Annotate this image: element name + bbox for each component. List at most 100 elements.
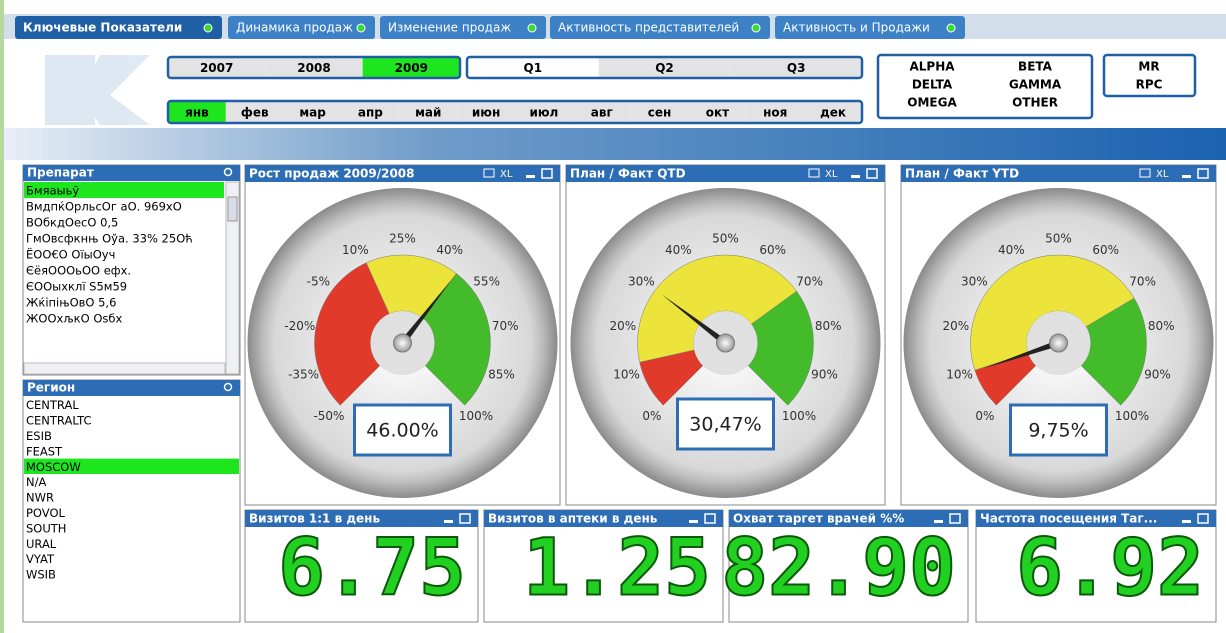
gauge-readout: 46.00% [366,420,438,442]
team-label[interactable]: GAMMA [1009,78,1062,92]
gauge-tick-label: -50% [313,409,344,423]
list-item-label[interactable]: ЖќіпіњОвО 5,6 [26,296,116,310]
export-label[interactable]: XL [500,169,513,180]
gauge-tick-label: 25% [389,232,416,246]
tab-label: Активность представителей [558,21,739,35]
panel-title: Рост продаж 2009/2008 [249,167,415,181]
list-item-label[interactable]: URAL [26,537,57,551]
tab-label: Изменение продаж [388,21,511,35]
list-item[interactable] [24,428,239,443]
quarter-label: Q2 [655,61,674,75]
gauge-tick-label: 40% [998,243,1025,257]
role-label[interactable]: RPC [1136,78,1163,92]
team-label[interactable]: OMEGA [907,96,957,110]
gauge-hub [1050,334,1068,352]
list-item-label[interactable]: FEAST [26,444,63,458]
gauge-tick-label: 0% [642,409,661,423]
gauge-hub [394,334,412,352]
gauge-tick-label: 60% [759,243,786,257]
list-item-label[interactable]: CENTRAL [26,398,79,412]
minimize-icon[interactable] [1182,175,1191,178]
gauge-tick-label: 100% [459,409,493,423]
gauge-tick-label: 40% [665,243,692,257]
minimize-icon[interactable] [851,175,860,178]
tab-indicator [204,24,212,32]
month-label: май [415,106,441,120]
gauge-tick-label: 40% [436,243,463,257]
list-item-label[interactable]: ВОбкдОесО 0,5 [26,216,118,230]
logo [45,55,150,125]
gauge-tick-label: 90% [1144,368,1171,382]
gauge-tick-label: 80% [1148,319,1175,333]
quarter-label: Q3 [787,61,806,75]
month-label: мар [299,106,326,120]
panel-title: План / Факт QTD [570,167,686,181]
gauge-tick-label: 50% [712,232,739,246]
kpi-value: 82.90 [721,523,956,613]
listbox-title: Препарат [27,166,94,180]
month-label: апр [358,106,383,120]
list-item-label[interactable]: ЄёяОООьОО ефх. [26,264,131,278]
list-item-label[interactable]: ЖООхљкО Оsбх [26,312,122,326]
scroll-thumb[interactable] [228,197,237,221]
list-item-label[interactable]: ESIB [26,429,52,443]
minimize-icon[interactable] [526,175,535,178]
year-label: 2008 [297,61,330,75]
list-item-label[interactable]: NWR [26,491,54,505]
month-label: фев [241,106,269,120]
team-label[interactable]: OTHER [1012,96,1058,110]
dashboard: Ключевые ПоказателиДинамика продажИзмене… [0,0,1226,633]
tab-label: Динамика продаж [236,21,353,35]
gauge-tick-label: 90% [811,368,838,382]
gauge-tick-label: 30% [628,274,655,288]
tab-label: Активность и Продажи [783,21,930,35]
list-item-label[interactable]: VYAT [26,552,55,566]
kpi-value: 6.75 [278,523,466,613]
kpi-value: 6.92 [1016,523,1204,613]
list-item-label[interactable]: ЁОО€О ОїыОуч [26,247,115,262]
gauge-tick-label: 50% [1045,232,1072,246]
gauge-tick-label: 70% [796,274,823,288]
team-label[interactable]: DELTA [912,78,953,92]
export-label[interactable]: XL [825,169,838,180]
list-item-label[interactable]: SOUTH [26,521,66,535]
list-item[interactable] [24,536,239,551]
gauge-hub [717,334,735,352]
export-label[interactable]: XL [1156,169,1169,180]
list-item-label[interactable]: POVOL [26,506,66,520]
list-item[interactable] [24,489,239,504]
list-item[interactable] [24,551,239,566]
list-item-label[interactable]: N/A [26,475,46,489]
list-item[interactable] [24,566,239,581]
gauge-tick-label: 10% [342,243,369,257]
list-item-label[interactable]: ГмОвсфкнњ Оўа. 33% 25Оћ [26,232,193,246]
gauge-tick-label: 80% [815,319,842,333]
gauge-tick-label: 30% [961,274,988,288]
tab-indicator [528,24,536,32]
list-item-label[interactable]: CENTRALTC [26,414,92,428]
tab-indicator [357,24,365,32]
list-item-label[interactable]: ЄООыхклї S5м59 [26,280,127,294]
gauge-tick-label: 60% [1092,243,1119,257]
role-label[interactable]: MR [1138,60,1159,74]
team-label[interactable]: BETA [1018,60,1053,74]
gauge-tick-label: 55% [473,274,500,288]
list-item-label[interactable]: Бмяаыьӯ [26,184,79,198]
team-label[interactable]: ALPHA [909,60,955,74]
list-item-label[interactable]: MOSCOW [26,460,81,474]
month-label: ноя [763,106,787,120]
gauge-tick-label: 70% [492,319,519,333]
kpi-value: 1.25 [523,523,711,613]
tab-indicator [947,24,955,32]
h-scrollbar[interactable] [24,363,225,374]
month-label: янв [185,106,209,120]
list-item-label[interactable]: WSIB [26,568,56,582]
gauge-tick-label: -35% [288,368,319,382]
frame-edge [0,0,4,633]
year-label: 2009 [395,61,428,75]
gauge-tick-label: 10% [613,368,640,382]
gauge-readout: 30,47% [689,414,761,436]
list-item[interactable] [24,474,239,489]
gauge-readout: 9,75% [1028,420,1088,442]
list-item-label[interactable]: ВмдпќОрльсОг аО. 969хО [26,200,182,214]
